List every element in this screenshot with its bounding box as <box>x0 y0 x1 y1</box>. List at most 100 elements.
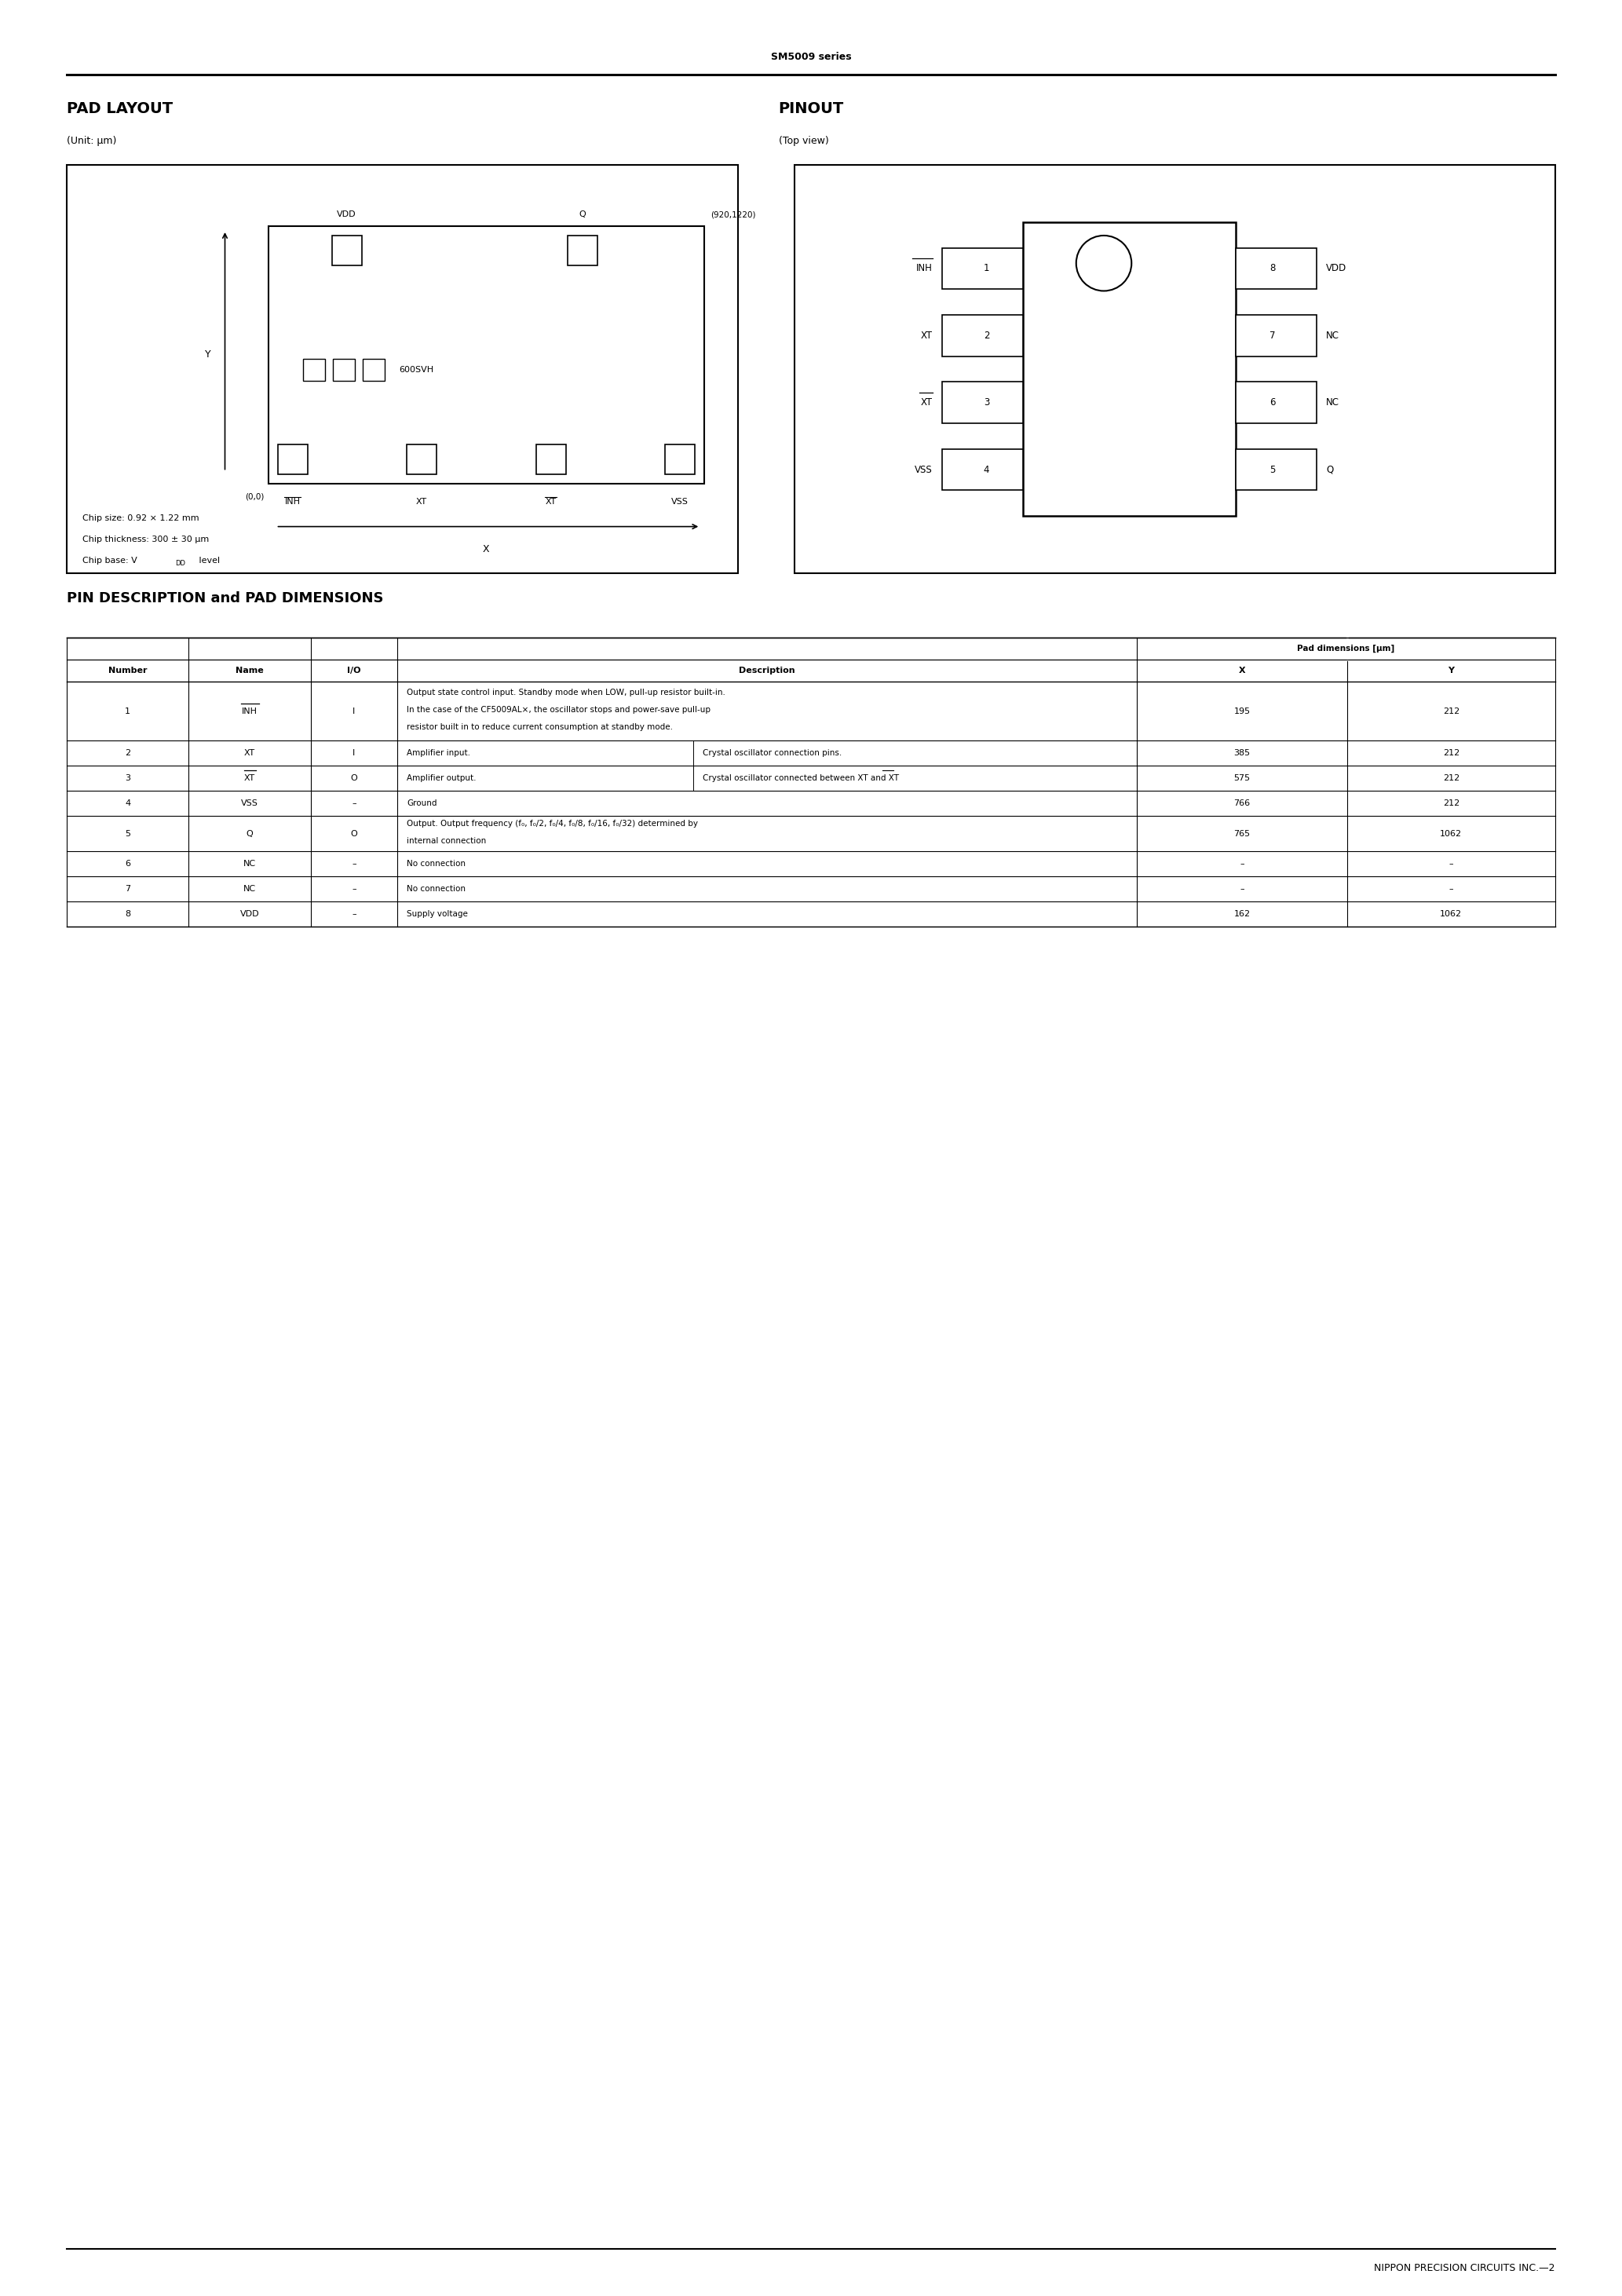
Text: Name: Name <box>235 666 264 675</box>
Text: 765: 765 <box>1234 829 1251 838</box>
Text: –: – <box>1239 859 1244 868</box>
Text: XT: XT <box>245 748 255 758</box>
Text: 212: 212 <box>1442 707 1460 714</box>
Text: (Unit: μm): (Unit: μm) <box>67 135 117 147</box>
Text: 575: 575 <box>1234 774 1251 783</box>
Text: Q: Q <box>1327 464 1333 475</box>
Text: 195: 195 <box>1234 707 1251 714</box>
Text: SM5009 series: SM5009 series <box>770 51 852 62</box>
Ellipse shape <box>1075 236 1132 292</box>
Text: 1062: 1062 <box>1440 909 1461 918</box>
Bar <box>535 443 566 473</box>
Bar <box>1236 450 1317 489</box>
Text: X: X <box>483 544 490 553</box>
Text: Ground: Ground <box>407 799 436 808</box>
Text: 2: 2 <box>125 748 130 758</box>
Text: 1: 1 <box>983 264 989 273</box>
Bar <box>795 165 1555 574</box>
Text: 6: 6 <box>1270 397 1275 409</box>
Text: Q: Q <box>247 829 253 838</box>
Bar <box>942 248 1023 289</box>
Text: 2: 2 <box>983 331 989 340</box>
Text: Amplifier output.: Amplifier output. <box>407 774 477 783</box>
Text: (Top view): (Top view) <box>779 135 829 147</box>
Text: X: X <box>1239 666 1246 675</box>
Text: internal connection: internal connection <box>407 836 487 845</box>
Text: 3: 3 <box>125 774 130 783</box>
Text: VDD: VDD <box>1327 264 1346 273</box>
Text: (0,0): (0,0) <box>245 494 264 501</box>
Text: 5: 5 <box>1270 464 1275 475</box>
Text: O: O <box>350 829 357 838</box>
Text: Chip thickness: 300 ± 30 μm: Chip thickness: 300 ± 30 μm <box>83 535 209 544</box>
Bar <box>942 315 1023 356</box>
Bar <box>333 236 362 266</box>
Bar <box>568 236 597 266</box>
Text: 766: 766 <box>1234 799 1251 808</box>
Text: –: – <box>1448 884 1453 893</box>
Text: Amplifier input.: Amplifier input. <box>407 748 470 758</box>
Text: XT: XT <box>545 498 556 505</box>
Bar <box>268 225 704 484</box>
Bar <box>1023 223 1236 517</box>
Text: XT: XT <box>921 397 933 409</box>
Text: INH: INH <box>284 498 300 505</box>
Text: DD: DD <box>175 560 185 567</box>
Bar <box>1236 248 1317 289</box>
Text: resistor built in to reduce current consumption at standby mode.: resistor built in to reduce current cons… <box>407 723 673 732</box>
Text: PINOUT: PINOUT <box>779 101 843 115</box>
Text: 385: 385 <box>1234 748 1251 758</box>
Text: Output. Output frequency (f₀, f₀/2, f₀/4, f₀/8, f₀/16, f₀/32) determined by: Output. Output frequency (f₀, f₀/2, f₀/4… <box>407 820 697 829</box>
Text: O: O <box>350 774 357 783</box>
Text: Supply voltage: Supply voltage <box>407 909 467 918</box>
Text: VSS: VSS <box>915 464 933 475</box>
Text: PAD LAYOUT: PAD LAYOUT <box>67 101 174 115</box>
Text: 4: 4 <box>125 799 130 808</box>
Text: (920,1220): (920,1220) <box>710 211 756 218</box>
Text: VSS: VSS <box>242 799 258 808</box>
Text: VSS: VSS <box>672 498 689 505</box>
Text: I: I <box>352 748 355 758</box>
Text: NC: NC <box>1327 331 1340 340</box>
Text: VDD: VDD <box>337 211 357 218</box>
Text: –: – <box>352 859 357 868</box>
Text: Chip base: V: Chip base: V <box>83 556 138 565</box>
Text: NC: NC <box>243 884 256 893</box>
Text: INH: INH <box>242 707 258 714</box>
Text: Y: Y <box>204 349 211 360</box>
Text: NC: NC <box>1327 397 1340 409</box>
Text: 4: 4 <box>983 464 989 475</box>
Text: XT: XT <box>245 774 255 783</box>
Text: 212: 212 <box>1442 748 1460 758</box>
Text: 5: 5 <box>125 829 130 838</box>
Text: –: – <box>352 909 357 918</box>
Bar <box>67 165 738 574</box>
Text: Description: Description <box>740 666 795 675</box>
Text: In the case of the CF5009AL×, the oscillator stops and power-save pull-up: In the case of the CF5009AL×, the oscill… <box>407 707 710 714</box>
Text: PIN DESCRIPTION and PAD DIMENSIONS: PIN DESCRIPTION and PAD DIMENSIONS <box>67 592 383 606</box>
Bar <box>942 450 1023 489</box>
Text: 7: 7 <box>125 884 130 893</box>
Text: I: I <box>352 707 355 714</box>
Text: Number: Number <box>109 666 148 675</box>
Text: 7: 7 <box>1270 331 1275 340</box>
Text: 600SVH: 600SVH <box>399 365 433 374</box>
Text: XT: XT <box>417 498 427 505</box>
Text: No connection: No connection <box>407 859 466 868</box>
Text: XT: XT <box>921 331 933 340</box>
Text: NC: NC <box>243 859 256 868</box>
Text: INH: INH <box>916 264 933 273</box>
Text: Chip size: 0.92 × 1.22 mm: Chip size: 0.92 × 1.22 mm <box>83 514 200 521</box>
Text: –: – <box>1448 859 1453 868</box>
Bar <box>333 358 355 381</box>
Text: 6: 6 <box>125 859 130 868</box>
Bar <box>1236 381 1317 422</box>
Text: –: – <box>352 799 357 808</box>
Text: No connection: No connection <box>407 884 466 893</box>
Text: 8: 8 <box>1270 264 1275 273</box>
Text: VDD: VDD <box>240 909 260 918</box>
Text: Crystal oscillator connection pins.: Crystal oscillator connection pins. <box>702 748 842 758</box>
Text: –: – <box>352 884 357 893</box>
Bar <box>363 358 384 381</box>
Text: I/O: I/O <box>347 666 360 675</box>
